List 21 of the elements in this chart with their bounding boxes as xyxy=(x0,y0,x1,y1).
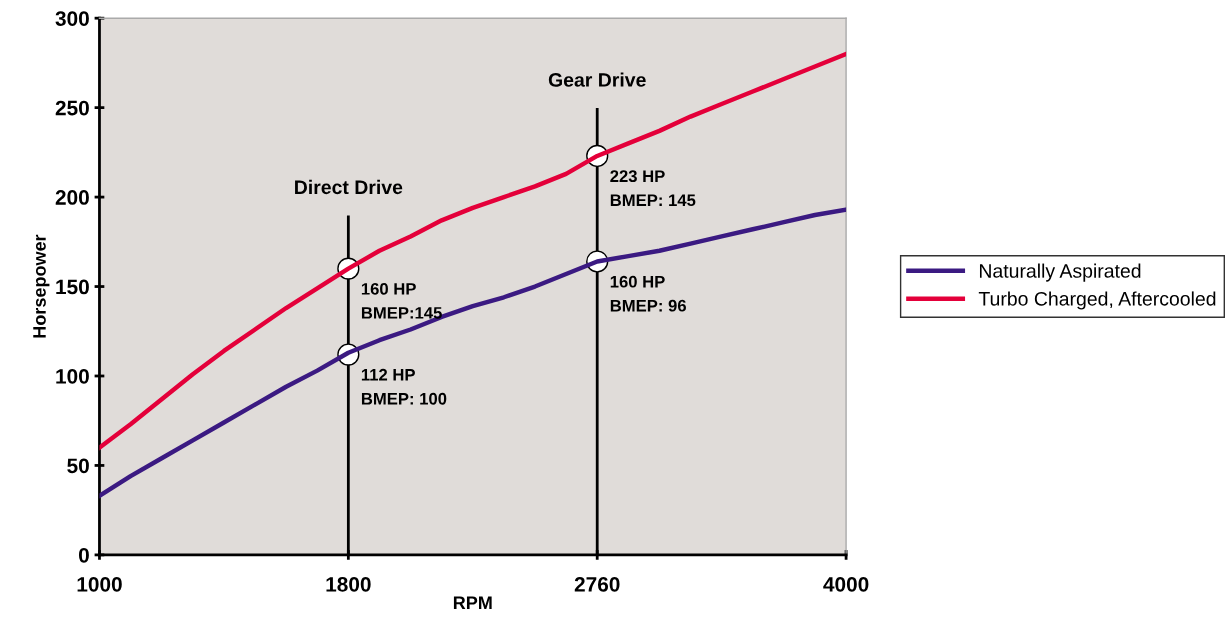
annotation: 112 HP BMEP: 100 xyxy=(361,368,447,405)
annotation: 223 HP BMEP: 145 xyxy=(610,170,696,207)
x-tick-label: 2760 xyxy=(574,576,620,592)
annotation: 160 HP BMEP:145 xyxy=(361,282,442,319)
x-tick-label: 1000 xyxy=(77,576,122,592)
x-axis-title: RPM xyxy=(453,596,492,609)
ref-line-label: Gear Drive xyxy=(548,72,646,87)
legend-label: Naturally Aspirated xyxy=(979,263,1141,282)
y-tick-label: 100 xyxy=(56,368,89,384)
y-tick-label: 150 xyxy=(56,279,89,295)
y-axis-title: Horsepower xyxy=(33,234,50,338)
ref-line-label: Direct Drive xyxy=(295,179,403,195)
y-tick-label: 200 xyxy=(55,190,89,205)
y-tick-label: 250 xyxy=(55,100,89,116)
legend-label: Turbo Charged, Aftercooled xyxy=(978,291,1216,310)
x-tick-label: 4000 xyxy=(823,576,869,592)
y-tick-label: 50 xyxy=(67,458,89,474)
annotation: 160 HP BMEP: 96 xyxy=(610,275,686,312)
y-tick-label: 0 xyxy=(78,547,89,563)
x-tick-label: 1800 xyxy=(326,576,371,592)
y-tick-label: 300 xyxy=(55,11,89,26)
